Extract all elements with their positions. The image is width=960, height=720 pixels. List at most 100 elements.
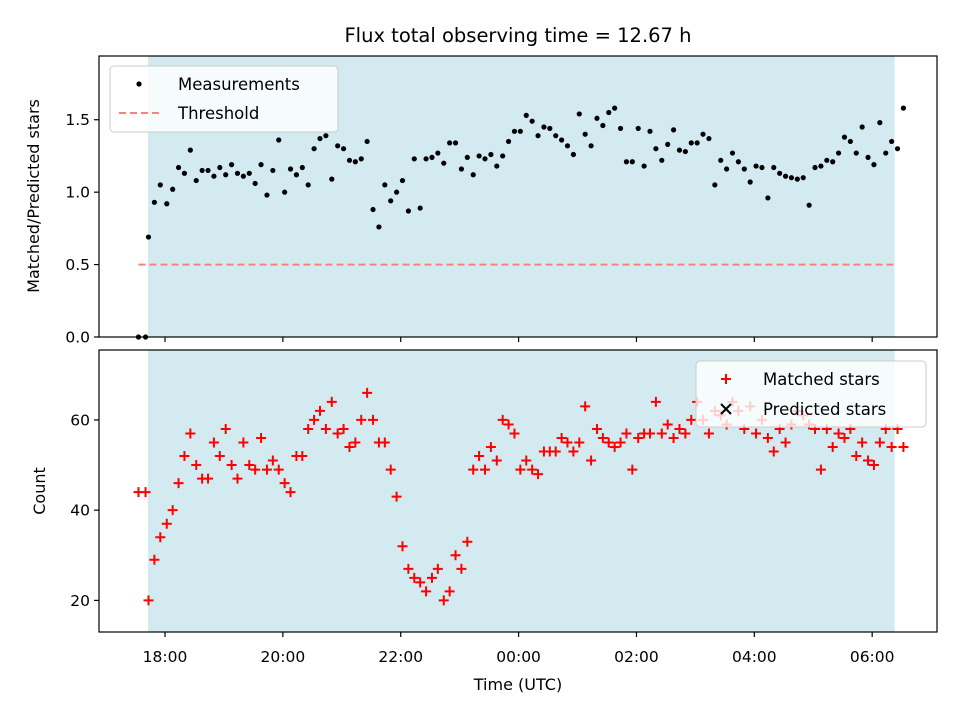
data-point — [228, 162, 235, 168]
data-point — [780, 437, 791, 448]
data-point — [857, 437, 868, 448]
data-point — [256, 432, 267, 443]
data-point — [806, 202, 812, 208]
data-point — [356, 414, 367, 425]
x-tick-label: 02:00 — [614, 648, 659, 666]
data-point — [444, 586, 455, 597]
data-point — [794, 176, 800, 182]
data-point — [556, 432, 567, 443]
data-point — [432, 563, 443, 574]
data-point — [441, 160, 447, 166]
data-point — [570, 151, 576, 158]
data-point — [479, 464, 490, 475]
chart-title: Flux total observing time = 12.67 h — [344, 24, 691, 47]
data-point — [847, 138, 853, 145]
data-point — [580, 401, 591, 412]
data-point — [191, 460, 202, 471]
data-point — [220, 423, 231, 434]
data-point — [747, 179, 753, 185]
data-point — [273, 464, 284, 475]
data-point — [232, 473, 243, 484]
y-tick-label: 40 — [70, 502, 90, 520]
data-point — [635, 125, 641, 132]
data-point — [874, 437, 885, 448]
data-point — [576, 111, 582, 117]
legend-marker-measurements — [136, 81, 142, 87]
data-point — [279, 478, 290, 489]
series-measurements — [135, 105, 907, 340]
data-point — [447, 140, 453, 146]
data-point — [252, 180, 258, 187]
data-point — [741, 166, 747, 172]
data-point — [877, 120, 883, 126]
panel-bottom: 20 40 60 18:00 20:00 22:00 00:00 02:00 04:00 06:0… — [70, 349, 938, 666]
data-point — [533, 469, 544, 480]
data-point — [285, 487, 296, 498]
data-point — [868, 460, 879, 471]
data-point — [452, 140, 459, 146]
data-point — [863, 455, 874, 466]
data-point — [759, 164, 765, 171]
data-point — [226, 460, 237, 471]
legend-top: Measurements Threshold — [109, 65, 339, 133]
data-point — [423, 156, 429, 162]
data-point — [397, 541, 408, 552]
data-point — [417, 205, 423, 211]
data-point — [523, 112, 529, 118]
data-point — [765, 195, 771, 201]
y-tick-label: 20 — [70, 592, 90, 610]
data-point — [326, 396, 337, 407]
data-point — [462, 536, 473, 547]
data-point — [633, 432, 644, 443]
data-point — [694, 140, 700, 146]
data-point — [670, 127, 677, 133]
data-point — [582, 131, 588, 137]
data-point — [564, 143, 571, 149]
data-point — [155, 532, 166, 543]
data-point — [458, 166, 465, 172]
data-point — [621, 428, 632, 439]
data-point — [777, 170, 783, 176]
data-point — [199, 167, 205, 174]
data-point — [645, 428, 656, 439]
data-point — [503, 419, 514, 430]
data-point — [871, 162, 877, 168]
data-point — [815, 464, 826, 475]
x-tick-label: 20:00 — [261, 648, 306, 666]
data-point — [379, 437, 390, 448]
data-point — [547, 125, 553, 132]
data-point — [314, 405, 325, 416]
data-point — [700, 131, 706, 137]
data-point — [476, 153, 482, 159]
data-point — [157, 182, 163, 188]
data-point — [859, 124, 865, 130]
data-point — [246, 170, 252, 176]
data-point — [609, 442, 620, 453]
x-tick-label: 04:00 — [732, 648, 777, 666]
data-point — [751, 428, 762, 439]
data-point — [303, 423, 314, 434]
data-point — [385, 464, 396, 475]
data-point — [889, 138, 895, 145]
data-point — [362, 387, 373, 398]
data-point — [851, 451, 862, 462]
data-point — [409, 572, 420, 583]
data-point — [332, 428, 343, 439]
top-y-axis-label: Matched/Predicted stars — [24, 99, 43, 293]
data-point — [175, 164, 182, 171]
data-point — [497, 414, 508, 425]
y-tick-label: 1.0 — [65, 184, 90, 202]
data-point — [800, 175, 806, 181]
data-point — [173, 478, 184, 489]
data-point — [305, 182, 311, 188]
data-point — [350, 437, 361, 448]
data-point — [491, 455, 502, 466]
data-point — [712, 182, 718, 188]
data-point — [311, 146, 317, 152]
data-point — [344, 442, 355, 453]
y-tick-label: 1.5 — [65, 111, 90, 129]
data-point — [368, 414, 379, 425]
data-point — [470, 172, 476, 178]
data-point — [586, 455, 597, 466]
data-point — [835, 150, 842, 156]
